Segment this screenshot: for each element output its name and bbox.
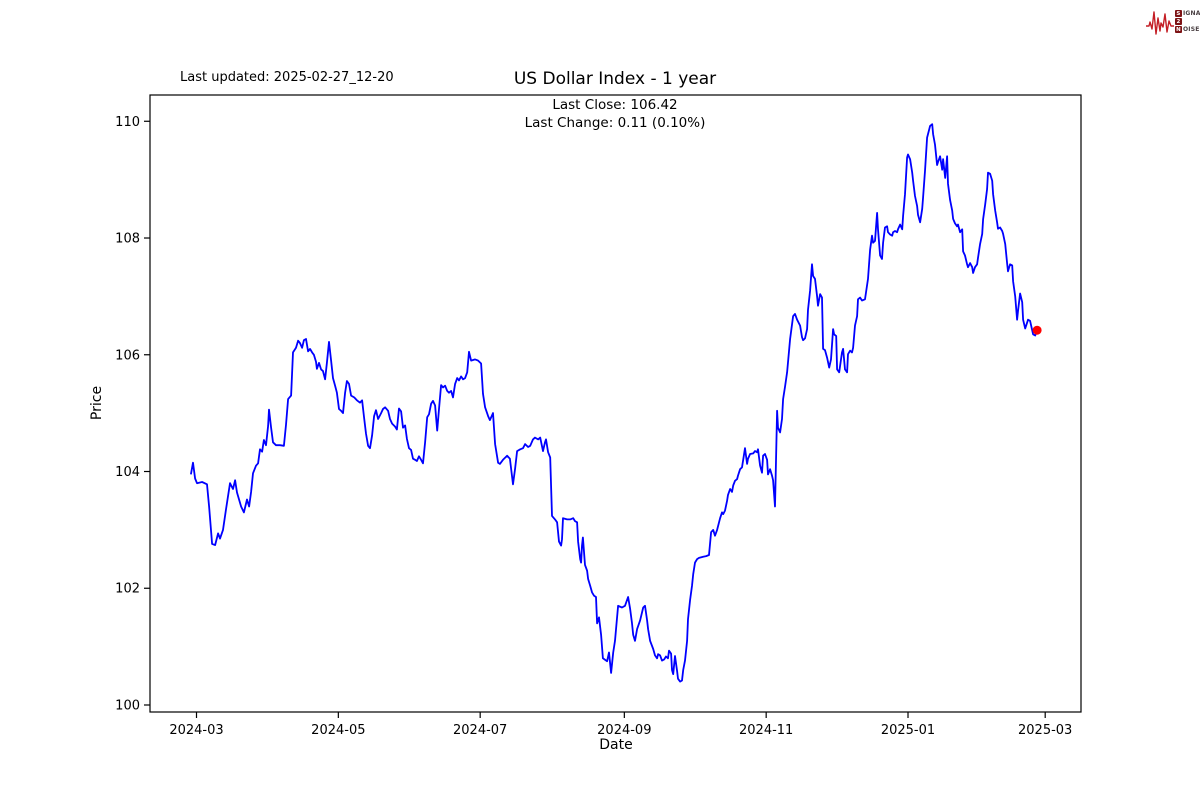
last-close-marker bbox=[1032, 325, 1042, 335]
y-tick-label: 102 bbox=[115, 582, 140, 597]
x-tick-label: 2024-09 bbox=[597, 723, 651, 738]
waveform-icon bbox=[1146, 11, 1174, 35]
price-line bbox=[190, 123, 1038, 683]
last-updated-label: Last updated: 2025-02-27_12-20 bbox=[180, 70, 394, 85]
last-close-line: Last Close: 106.42 bbox=[552, 97, 678, 113]
y-tick-label: 110 bbox=[115, 115, 140, 130]
x-tick-label: 2025-01 bbox=[881, 723, 935, 738]
logo-line-2: 2 bbox=[1175, 18, 1200, 25]
y-tick-label: 100 bbox=[115, 698, 140, 713]
x-tick-label: 2024-11 bbox=[739, 723, 793, 738]
last-close-annotation: Last Close: 106.42 Last Change: 0.11 (0.… bbox=[525, 96, 706, 132]
x-axis-label: Date bbox=[599, 737, 633, 753]
logo-line-noise: N OISE bbox=[1175, 26, 1200, 33]
logo-box-s: S bbox=[1175, 10, 1182, 17]
y-axis-ticks: 100 102 104 106 108 110 bbox=[115, 115, 150, 713]
chart-title: US Dollar Index - 1 year bbox=[513, 69, 717, 89]
x-tick-label: 2025-03 bbox=[1018, 723, 1072, 738]
y-tick-label: 106 bbox=[115, 348, 140, 363]
x-tick-label: 2024-05 bbox=[311, 723, 365, 738]
x-tick-label: 2024-03 bbox=[169, 723, 223, 738]
plot-border bbox=[149, 94, 1082, 713]
x-tick-label: 2024-07 bbox=[453, 723, 507, 738]
x-axis-ticks: 2024-03 2024-05 2024-07 2024-09 2024-11 2025-… bbox=[169, 712, 1072, 738]
logo-line-signal: SIGNAL bbox=[1175, 10, 1200, 17]
y-tick-label: 104 bbox=[115, 465, 140, 480]
last-change-line: Last Change: 0.11 (0.10%) bbox=[524, 115, 706, 131]
y-axis-label: Price bbox=[89, 385, 105, 421]
logo-box-2: 2 bbox=[1175, 18, 1182, 25]
y-tick-label: 108 bbox=[115, 232, 140, 247]
logo-box-n: N bbox=[1175, 26, 1182, 33]
